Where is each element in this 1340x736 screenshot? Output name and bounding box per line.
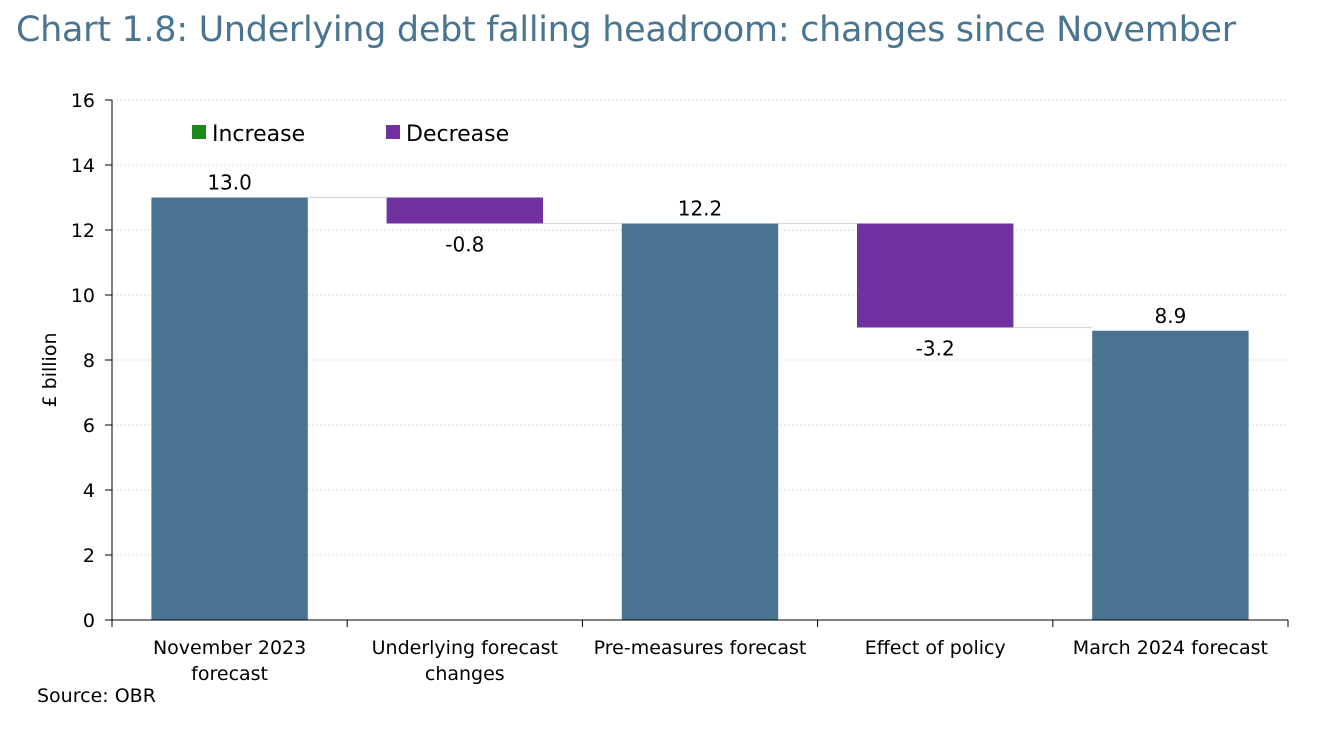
category-label: Underlying forecast changes	[372, 637, 558, 685]
category-label-line: changes	[425, 663, 505, 685]
category-label-line: forecast	[191, 663, 268, 685]
y-tick-label: 0	[83, 610, 95, 632]
legend-label-increase: Increase	[212, 122, 305, 147]
y-tick-label: 10	[71, 285, 95, 307]
legend-label-decrease: Decrease	[406, 122, 509, 147]
total-bar	[621, 223, 779, 620]
category-label: November 2023 forecast	[153, 637, 306, 685]
chart-title: Chart 1.8: Underlying debt falling headr…	[16, 10, 1236, 50]
y-tick-label: 12	[71, 220, 95, 242]
data-label: 13.0	[207, 171, 252, 195]
total-bar	[151, 197, 308, 620]
y-tick-label: 4	[83, 480, 95, 502]
bars	[151, 197, 1249, 620]
y-axis-title: £ billion	[39, 333, 61, 408]
y-tick-label: 8	[83, 350, 95, 372]
category-label-line: November 2023	[153, 637, 306, 659]
category-label: Pre-measures forecast	[594, 637, 807, 659]
decrease-bar	[856, 223, 1014, 328]
legend-swatch-increase	[192, 125, 206, 139]
y-tick-label: 16	[71, 90, 95, 112]
legend: Increase Decrease	[192, 122, 509, 147]
legend-swatch-decrease	[386, 125, 400, 139]
y-tick-label: 2	[83, 545, 95, 567]
decrease-bar	[386, 197, 544, 224]
data-label: 8.9	[1154, 304, 1186, 328]
source-note: Source: OBR	[37, 685, 156, 707]
category-label-line: Underlying forecast	[372, 637, 558, 659]
data-label: -3.2	[916, 337, 955, 361]
category-label: March 2024 forecast	[1073, 637, 1268, 659]
y-tick-label: 6	[83, 415, 95, 437]
axes: 0 2 4 6 8 10 12 14 16 £ billion	[39, 90, 1289, 632]
category-label-line: Pre-measures forecast	[594, 637, 807, 659]
category-label-line: Effect of policy	[865, 637, 1006, 659]
connector-lines	[307, 196, 1093, 329]
category-label-line: March 2024 forecast	[1073, 637, 1268, 659]
total-bar	[1092, 330, 1249, 620]
y-tick-label: 14	[71, 155, 95, 177]
category-label: Effect of policy	[865, 637, 1006, 659]
data-label: -0.8	[445, 233, 484, 257]
data-label: 12.2	[678, 197, 723, 221]
labels: 13.0 November 2023 forecast -0.8 Underlying …	[153, 171, 1268, 686]
